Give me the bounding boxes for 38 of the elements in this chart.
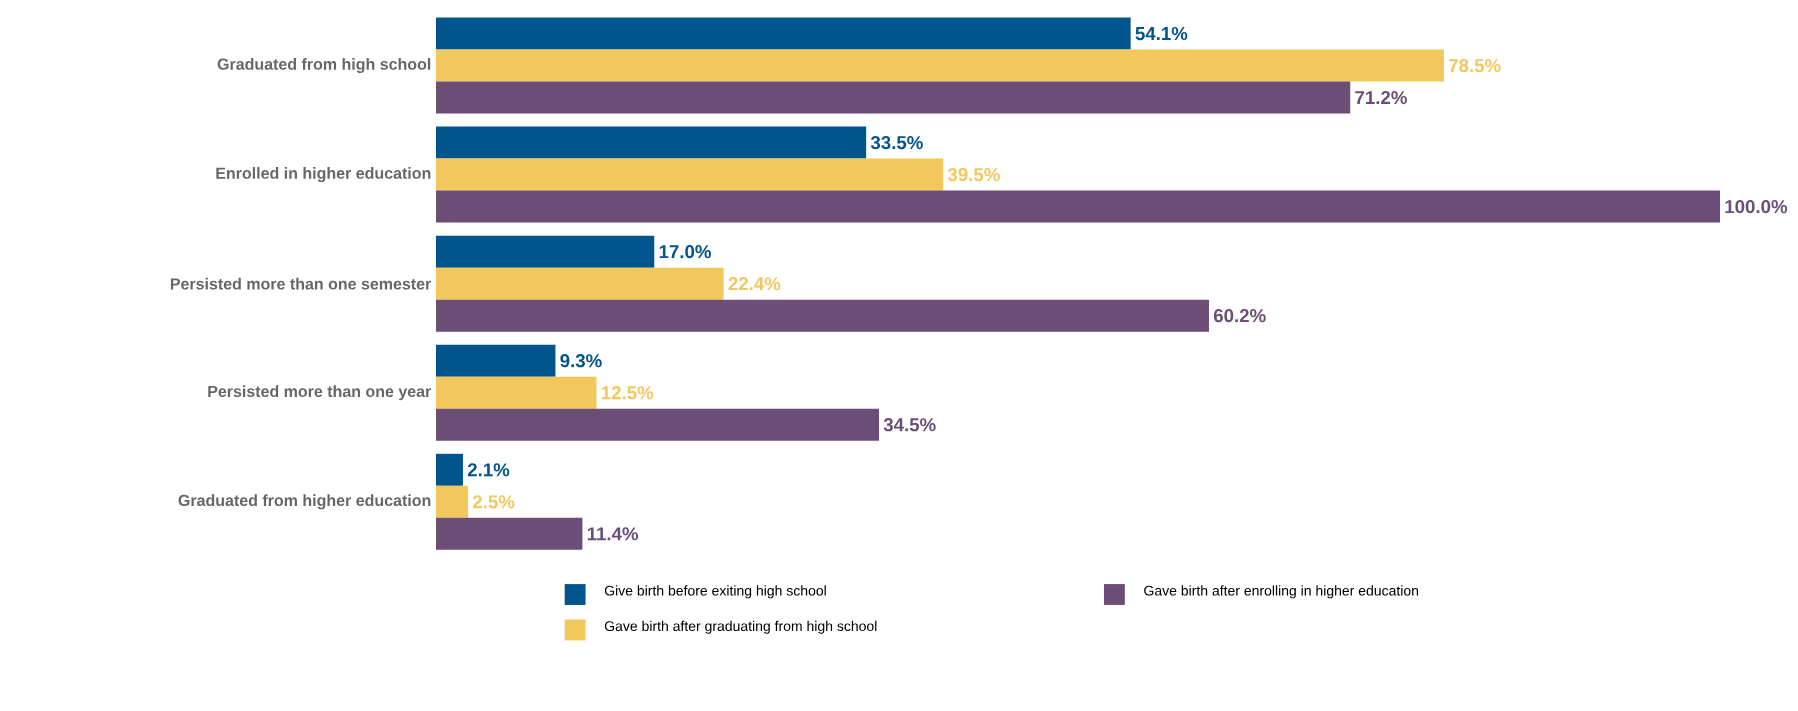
data-label: 11.4% [587, 527, 639, 541]
bar [436, 190, 1721, 223]
bar [436, 17, 1131, 50]
bar [436, 81, 1351, 114]
y-tick-label: Graduated from higher education [178, 494, 431, 510]
y-tick-label: Graduated from high school [217, 58, 431, 74]
bar [436, 267, 724, 300]
data-label: 2.5% [473, 495, 515, 509]
data-label: 2.1% [467, 463, 510, 477]
data-label: 54.1% [1135, 26, 1188, 41]
data-label: 60.2% [1213, 309, 1266, 323]
data-label: 9.3% [560, 354, 602, 368]
data-label: 34.5% [883, 418, 936, 432]
legend-label: Give birth before exiting high school [604, 585, 826, 599]
bar [436, 408, 879, 441]
legend-label: Gave birth after graduating from high school [604, 620, 877, 634]
bar [436, 376, 597, 409]
data-label: 33.5% [870, 135, 923, 150]
y-tick-label: Persisted more than one year [208, 385, 432, 401]
legend-label: Gave birth after enrolling in higher education [1144, 585, 1419, 599]
data-label: 17.0% [659, 245, 711, 259]
bar [436, 235, 655, 268]
data-label: 78.5% [1449, 58, 1501, 73]
data-label: 100.0% [1725, 199, 1788, 214]
data-label: 12.5% [601, 386, 654, 400]
y-tick-label: Enrolled in higher education [216, 167, 431, 183]
bar [436, 517, 583, 550]
bar [436, 299, 1209, 332]
bar [436, 49, 1444, 82]
bar [436, 344, 556, 377]
data-label: 22.4% [728, 277, 781, 291]
bar [436, 453, 463, 486]
bar [436, 485, 469, 518]
bar [436, 126, 867, 159]
bar [436, 158, 944, 191]
y-tick-label: Persisted more than one semester [170, 277, 432, 290]
data-label: 39.5% [947, 167, 1000, 182]
data-label: 71.2% [1355, 90, 1407, 105]
